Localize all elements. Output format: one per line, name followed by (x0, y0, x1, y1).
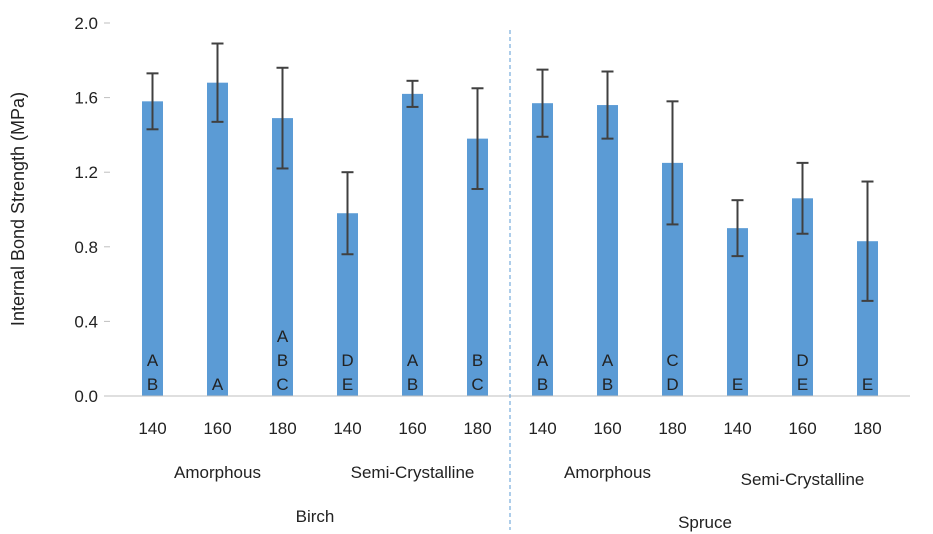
bar (532, 103, 553, 396)
y-tick-label: 0.4 (74, 312, 98, 331)
y-tick-label: 1.6 (74, 89, 98, 108)
bar (727, 228, 748, 396)
subgroup-label: Amorphous (174, 463, 261, 482)
bar (402, 93, 423, 397)
significance-letter: D (796, 351, 808, 370)
significance-letter: C (666, 351, 678, 370)
significance-letter: B (407, 375, 418, 394)
y-tick-label: 0.8 (74, 238, 98, 257)
bar (467, 138, 488, 396)
subgroup-label: Semi-Crystalline (351, 463, 475, 482)
x-tick-label: 140 (333, 419, 361, 438)
x-tick-label: 160 (593, 419, 621, 438)
bar (207, 82, 228, 397)
x-tick-label: 140 (138, 419, 166, 438)
significance-letter: D (341, 351, 353, 370)
x-tick-label: 180 (268, 419, 296, 438)
y-tick-label: 0.0 (74, 387, 98, 406)
x-tick-label: 160 (788, 419, 816, 438)
y-tick-label: 1.2 (74, 163, 98, 182)
x-tick-label: 180 (463, 419, 491, 438)
significance-letter: A (147, 351, 159, 370)
significance-letter: B (277, 351, 288, 370)
significance-letter: E (732, 375, 743, 394)
bar (272, 118, 293, 397)
subgroup-labels: Amorphous Semi-Crystalline Amorphous Semi-C… (174, 463, 864, 489)
significance-letter: B (602, 375, 613, 394)
bar (792, 198, 813, 396)
significance-letter: A (407, 351, 419, 370)
bar (597, 105, 618, 396)
group-label: Birch (296, 507, 335, 526)
y-axis-label: Internal Bond Strength (MPa) (8, 92, 28, 326)
y-tick-label: 2.0 (74, 14, 98, 33)
error-bars (146, 42, 874, 302)
bar (857, 241, 878, 396)
bar (662, 162, 683, 396)
group-labels: Birch Spruce (296, 507, 732, 532)
x-tick-label: 180 (658, 419, 686, 438)
x-axis-categories: 140 160 180 140 160 180 140 160 180 140 160 180 (138, 419, 881, 438)
y-axis-ticks: 0.0 0.4 0.8 1.2 1.6 2.0 (74, 14, 110, 406)
x-tick-label: 140 (528, 419, 556, 438)
significance-letter: B (147, 375, 158, 394)
significance-letter: D (666, 375, 678, 394)
significance-letter: C (276, 375, 288, 394)
group-label: Spruce (678, 513, 732, 532)
bar (337, 213, 358, 396)
significance-letter: E (862, 375, 873, 394)
x-tick-label: 140 (723, 419, 751, 438)
significance-letter: A (537, 351, 549, 370)
significance-letter: B (537, 375, 548, 394)
significance-letter: A (212, 375, 224, 394)
subgroup-label: Amorphous (564, 463, 651, 482)
significance-letter: B (472, 351, 483, 370)
x-tick-label: 180 (853, 419, 881, 438)
x-tick-label: 160 (398, 419, 426, 438)
significance-letter: A (602, 351, 614, 370)
significance-letter: C (471, 375, 483, 394)
significance-letter: E (342, 375, 353, 394)
significance-letter: A (277, 327, 289, 346)
bars (142, 82, 878, 397)
bar (142, 101, 163, 396)
significance-letter: E (797, 375, 808, 394)
x-tick-label: 160 (203, 419, 231, 438)
subgroup-label: Semi-Crystalline (741, 470, 865, 489)
